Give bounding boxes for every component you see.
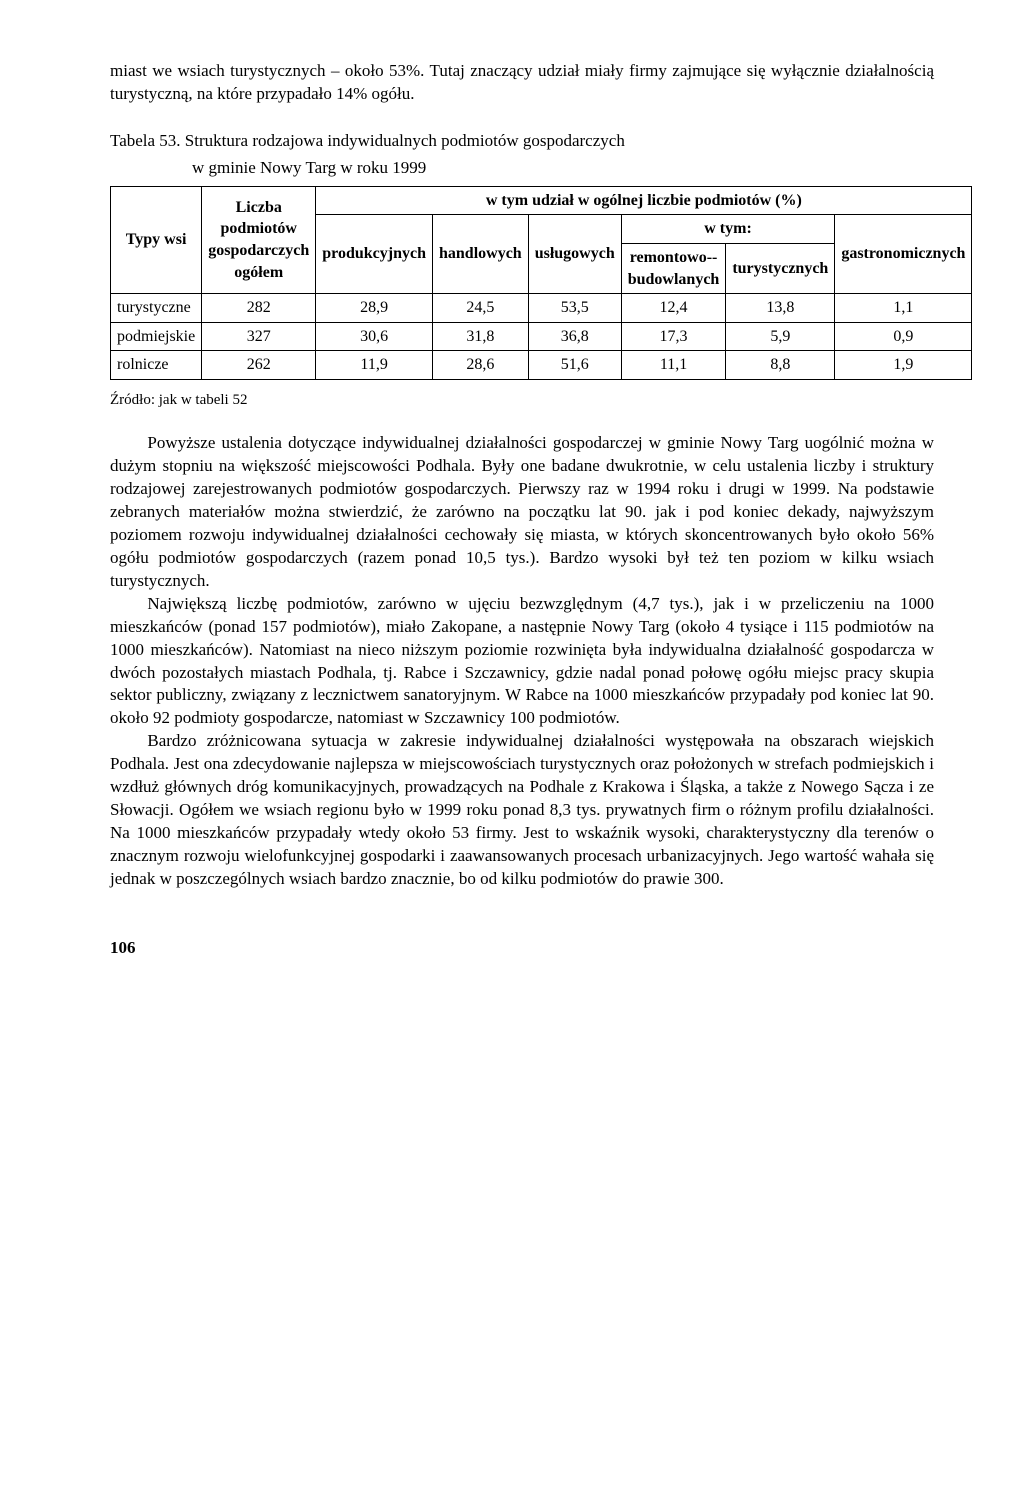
table-row: turystyczne 282 28,9 24,5 53,5 12,4 13,8…	[111, 294, 972, 323]
th-gastro: gastronomicznych	[835, 215, 972, 294]
table-row: podmiejskie 327 30,6 31,8 36,8 17,3 5,9 …	[111, 322, 972, 351]
cell: 13,8	[726, 294, 835, 323]
th-udzial: w tym udział w ogólnej liczbie podmiotów…	[316, 186, 972, 215]
cell: 0,9	[835, 322, 972, 351]
cell: 282	[202, 294, 316, 323]
cell: 8,8	[726, 351, 835, 380]
th-handlo: handlowych	[433, 215, 529, 294]
cell: 1,9	[835, 351, 972, 380]
cell: 11,1	[621, 351, 726, 380]
cell: 36,8	[528, 322, 621, 351]
cell: 28,6	[433, 351, 529, 380]
body-paragraph-3: Bardzo zróżnicowana sytuacja w zakresie …	[110, 730, 934, 891]
cell: 1,1	[835, 294, 972, 323]
table-caption-line1: Tabela 53. Struktura rodzajowa indywidua…	[110, 130, 934, 153]
cell: 11,9	[316, 351, 433, 380]
data-table: Typy wsi Liczba podmiotów gospodarczych …	[110, 186, 972, 380]
th-remont: remontowo--budowlanych	[621, 243, 726, 293]
table-source: Źródło: jak w tabeli 52	[110, 390, 934, 410]
cell: podmiejskie	[111, 322, 202, 351]
cell: 17,3	[621, 322, 726, 351]
cell: 53,5	[528, 294, 621, 323]
intro-paragraph: miast we wsiach turystycznych – około 53…	[110, 60, 934, 106]
th-liczba: Liczba podmiotów gospodarczych ogółem	[202, 186, 316, 293]
body-paragraph-1: Powyższe ustalenia dotyczące indywidualn…	[110, 432, 934, 593]
body-paragraph-2: Największą liczbę podmiotów, zarówno w u…	[110, 593, 934, 731]
page-number: 106	[110, 937, 934, 960]
th-turys: turystycznych	[726, 243, 835, 293]
cell: 262	[202, 351, 316, 380]
cell: 51,6	[528, 351, 621, 380]
th-produk: produkcyjnych	[316, 215, 433, 294]
cell: 327	[202, 322, 316, 351]
cell: 12,4	[621, 294, 726, 323]
cell: turystyczne	[111, 294, 202, 323]
th-wtym: w tym:	[621, 215, 835, 244]
table-row: rolnicze 262 11,9 28,6 51,6 11,1 8,8 1,9	[111, 351, 972, 380]
cell: 5,9	[726, 322, 835, 351]
cell: 30,6	[316, 322, 433, 351]
cell: 24,5	[433, 294, 529, 323]
cell: 31,8	[433, 322, 529, 351]
th-uslugo: usługowych	[528, 215, 621, 294]
cell: 28,9	[316, 294, 433, 323]
table-caption-line2: w gminie Nowy Targ w roku 1999	[110, 157, 934, 180]
cell: rolnicze	[111, 351, 202, 380]
th-typy: Typy wsi	[111, 186, 202, 293]
